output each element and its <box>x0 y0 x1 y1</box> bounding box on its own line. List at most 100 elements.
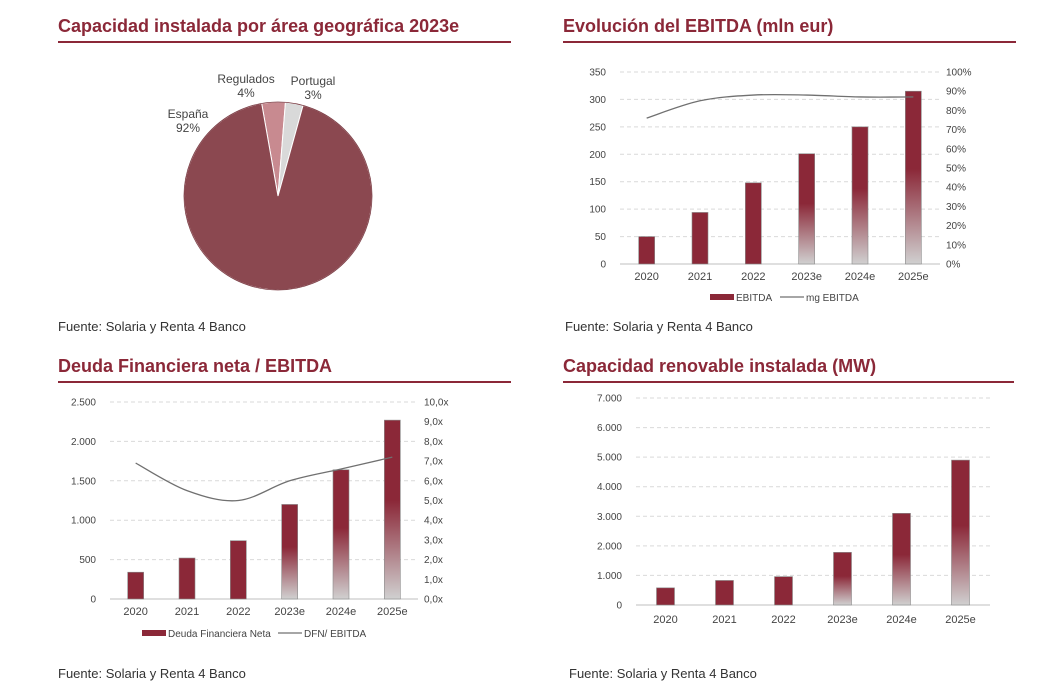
x-tick-label: 2025e <box>377 606 408 618</box>
line-mg-ebitda <box>646 93 914 119</box>
bar-2021 <box>691 212 709 265</box>
y-tick-label: 50 <box>595 232 607 243</box>
x-tick-label: 2024e <box>886 614 917 626</box>
y-tick-label: 300 <box>589 95 606 106</box>
y-tick-label: 3.000 <box>597 512 622 523</box>
x-tick-label: 2021 <box>712 614 736 626</box>
pie-label-portugal: Portugal <box>291 74 336 88</box>
bar-2023e <box>833 552 852 606</box>
capacity-chart-title: Capacidad renovable instalada (MW) <box>563 356 1014 383</box>
bar-2021 <box>715 580 734 606</box>
bar-2024e <box>851 126 869 265</box>
bar-2020 <box>638 236 655 265</box>
y2-tick-label: 7,0x <box>424 457 443 468</box>
legend-label-line: mg EBITDA <box>806 293 859 304</box>
x-tick-label: 2024e <box>326 606 357 618</box>
bar-2023e <box>281 504 298 600</box>
y2-tick-label: 0,0x <box>424 595 443 606</box>
ebitda-chart-source: Fuente: Solaria y Renta 4 Banco <box>565 319 753 334</box>
bar-2022 <box>774 576 793 606</box>
y2-tick-label: 4,0x <box>424 516 443 527</box>
y-tick-label: 1.000 <box>71 516 96 527</box>
debt-chart: 0 500 1.000 1.500 2.000 2.500 0,0x 1,0x 2,0x 3,0x… <box>71 398 449 641</box>
y-tick-label: 100 <box>589 205 606 216</box>
y2-tick-label: 20% <box>946 221 966 232</box>
y-tick-label: 150 <box>589 177 606 188</box>
y2-tick-label: 2,0x <box>424 555 443 566</box>
pie-pct-espana: 92% <box>176 121 200 135</box>
y2-tick-label: 1,0x <box>424 575 443 586</box>
y-tick-label: 5.000 <box>597 453 622 464</box>
pie-pct-portugal: 3% <box>304 88 322 102</box>
y2-tick-label: 90% <box>946 87 966 98</box>
ebitda-chart-title: Evolución del EBITDA (mln eur) <box>563 16 1016 43</box>
pie-chart-source: Fuente: Solaria y Renta 4 Banco <box>58 319 246 334</box>
y-tick-label: 0 <box>616 601 622 612</box>
pie-label-espana: España <box>168 107 209 121</box>
y-tick-label: 2.000 <box>71 437 96 448</box>
bar-2025e <box>905 90 922 265</box>
y-tick-label: 250 <box>589 122 606 133</box>
y-tick-label: 4.000 <box>597 482 622 493</box>
x-tick-label: 2020 <box>123 606 147 618</box>
bar-2022 <box>745 182 762 265</box>
y2-tick-label: 100% <box>946 68 972 79</box>
legend-label-line: DFN/ EBITDA <box>304 629 367 640</box>
y-tick-label: 200 <box>589 150 606 161</box>
y-tick-label: 350 <box>589 68 606 79</box>
line-dfn-ebitda <box>135 456 393 502</box>
x-tick-label: 2021 <box>175 606 199 618</box>
legend-label-bar: Deuda Financiera Neta <box>168 629 271 640</box>
pie-pct-regulados: 4% <box>237 86 255 100</box>
y2-tick-label: 50% <box>946 164 966 175</box>
y2-tick-label: 10% <box>946 240 966 251</box>
y2-tick-label: 30% <box>946 202 966 213</box>
y2-tick-label: 40% <box>946 183 966 194</box>
bar-2024e <box>892 513 911 606</box>
bar-2022 <box>230 540 247 600</box>
x-tick-label: 2025e <box>898 271 929 283</box>
bar-2020 <box>656 587 675 606</box>
x-tick-label: 2023e <box>827 614 858 626</box>
x-tick-label: 2022 <box>226 606 250 618</box>
pie-chart: España 92% Regulados 4% Portugal 3% <box>168 72 373 291</box>
y-tick-label: 7.000 <box>597 394 622 405</box>
bar-2023e <box>798 153 815 265</box>
bar-2025e <box>951 459 970 606</box>
debt-chart-title: Deuda Financiera neta / EBITDA <box>58 356 511 383</box>
y2-tick-label: 60% <box>946 144 966 155</box>
y2-tick-label: 8,0x <box>424 437 443 448</box>
pie-label-regulados: Regulados <box>217 72 274 86</box>
ebitda-chart: 0 50 100 150 200 250 300 350 0% 10% 20% 30% 40% 50% 60… <box>589 68 972 305</box>
x-tick-label: 2024e <box>845 271 876 283</box>
pie-outline <box>183 101 373 291</box>
y2-tick-label: 5,0x <box>424 496 443 507</box>
y-tick-label: 500 <box>79 555 96 566</box>
pie-chart-title: Capacidad instalada por área geográfica … <box>58 16 511 43</box>
capacity-chart-source: Fuente: Solaria y Renta 4 Banco <box>569 666 757 681</box>
y-tick-label: 1.000 <box>597 571 622 582</box>
y2-tick-label: 80% <box>946 106 966 117</box>
x-tick-label: 2025e <box>945 614 976 626</box>
y-tick-label: 0 <box>600 260 606 271</box>
x-tick-label: 2020 <box>634 271 658 283</box>
y-tick-label: 2.500 <box>71 398 96 409</box>
x-tick-label: 2022 <box>771 614 795 626</box>
debt-chart-source: Fuente: Solaria y Renta 4 Banco <box>58 666 246 681</box>
x-tick-label: 2020 <box>653 614 677 626</box>
y2-tick-label: 0% <box>946 260 961 271</box>
y-tick-label: 2.000 <box>597 541 622 552</box>
y-tick-label: 6.000 <box>597 423 622 434</box>
capacity-chart: 0 1.000 2.000 3.000 4.000 5.000 6.000 7.000 2020… <box>597 394 990 626</box>
y2-tick-label: 70% <box>946 125 966 136</box>
y2-tick-label: 9,0x <box>424 417 443 428</box>
y2-tick-label: 10,0x <box>424 398 448 409</box>
x-tick-label: 2023e <box>274 606 305 618</box>
bar-2025e <box>384 419 401 600</box>
bar-2021 <box>178 557 196 600</box>
x-tick-label: 2021 <box>688 271 712 283</box>
x-tick-label: 2023e <box>791 271 822 283</box>
legend-swatch-bar <box>142 630 166 636</box>
y2-tick-label: 6,0x <box>424 476 443 487</box>
y-tick-label: 0 <box>90 595 96 606</box>
